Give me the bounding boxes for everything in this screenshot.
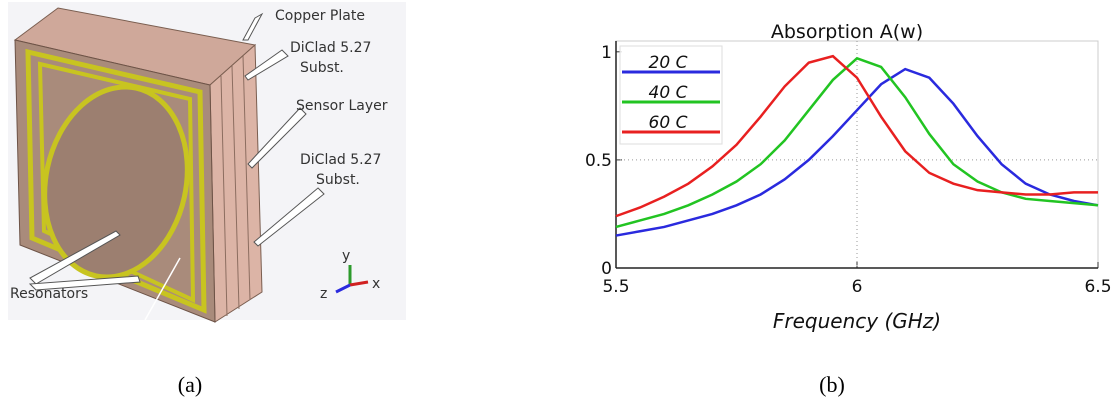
caption: (a) xyxy=(178,372,202,397)
y-tick-label: 0 xyxy=(601,259,612,279)
x-tick-label: 6 xyxy=(852,277,863,297)
layer-label: Subst. xyxy=(316,172,360,188)
x-tick-label: 5.5 xyxy=(602,277,629,297)
axis-label: y xyxy=(342,248,350,264)
y-tick-label: 1 xyxy=(601,43,612,63)
layer-label: Copper Plate xyxy=(275,8,365,24)
resonator-label: Resonators xyxy=(10,286,88,302)
caption: (b) xyxy=(819,372,845,397)
page: Copper Plate DiClad 5.27 Subst. Sensor L… xyxy=(0,0,1116,416)
axis-label: x xyxy=(372,276,380,292)
legend-label: 40 C xyxy=(649,83,688,103)
x-axis-label: Frequency (GHz) xyxy=(773,309,941,333)
layer-label: Subst. xyxy=(300,60,344,76)
y-tick-label: 0.5 xyxy=(585,151,612,171)
layer-label: DiClad 5.27 xyxy=(300,152,381,168)
x-tick-label: 6.5 xyxy=(1084,277,1111,297)
side-face xyxy=(210,45,262,322)
figure: Copper Plate DiClad 5.27 Subst. Sensor L… xyxy=(0,0,1116,416)
layer-label: Sensor Layer xyxy=(296,98,388,114)
axis-label: z xyxy=(320,286,327,302)
legend-label: 60 C xyxy=(649,113,688,133)
legend-label: 20 C xyxy=(649,53,688,73)
chart-title: Absorption A(w) xyxy=(771,21,923,43)
layer-label: DiClad 5.27 xyxy=(290,40,371,56)
